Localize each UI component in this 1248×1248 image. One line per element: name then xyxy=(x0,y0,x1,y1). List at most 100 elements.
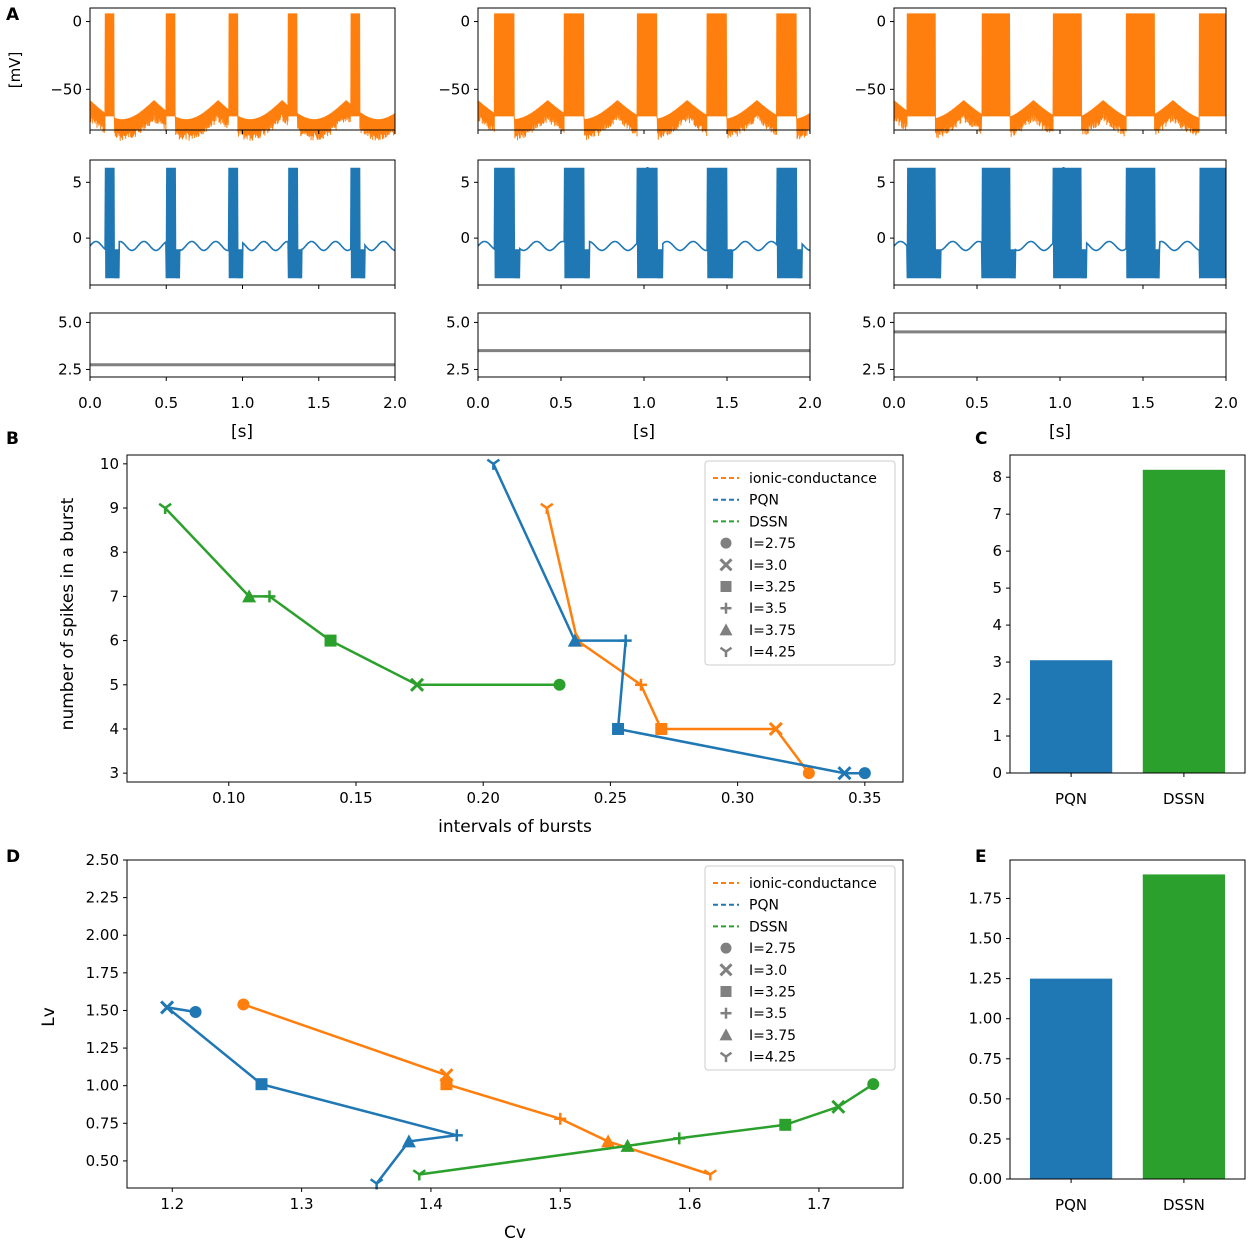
xtick-label: 0.5 xyxy=(549,394,573,412)
panel-e-ytick-label: 0.75 xyxy=(969,1050,1002,1068)
panel-b-series-line-blue xyxy=(492,463,865,775)
panel-d-ytick-label: 2.25 xyxy=(86,889,119,907)
panel-b-point-blue-plus xyxy=(619,634,632,647)
panel-b-legend-marker-tri_down xyxy=(719,646,733,658)
panel-letter-a: A xyxy=(6,5,20,25)
panel-b-legend-label: I=3.75 xyxy=(749,623,796,639)
ytick-label: 5.0 xyxy=(446,313,470,331)
xtick-label: 0.0 xyxy=(882,394,906,412)
panel-d-ytick-label: 1.25 xyxy=(86,1039,119,1057)
panel-e-bar-dssn xyxy=(1142,874,1226,1179)
model-trace-blue-1 xyxy=(89,167,395,279)
xtick-label: 1.0 xyxy=(231,394,255,412)
panel-d-legend-label: I=3.25 xyxy=(749,985,796,1001)
panel-d-ytick-label: 0.75 xyxy=(86,1114,119,1132)
ytick-label: 5 xyxy=(460,173,470,191)
panel-a-xlabel-col2: [s] xyxy=(633,422,655,442)
panel-d-ytick-label: 1.75 xyxy=(86,964,119,982)
panel-b-legend-marker-plus xyxy=(720,602,732,614)
panel-b-legend-label: I=4.25 xyxy=(749,645,796,661)
ytick-label: 0 xyxy=(876,13,886,31)
xtick-label: 2.0 xyxy=(798,394,822,412)
panel-d-point-green-tri_down xyxy=(412,1169,427,1181)
panel-b-xtick-label: 0.25 xyxy=(594,789,627,807)
panel-d-legend-box xyxy=(704,865,896,1071)
panel-b-ytick-label: 4 xyxy=(109,720,119,738)
panel-d-legend-label: I=3.75 xyxy=(749,1028,796,1044)
panel-c-ytick-label: 8 xyxy=(992,468,1002,486)
ytick-label: 2.5 xyxy=(862,360,886,378)
model-trace-blue-2 xyxy=(477,167,810,279)
panel-d-point-green-x xyxy=(831,1099,846,1114)
panel-b-ytick-label: 3 xyxy=(109,764,119,782)
panel-d-series-line-orange xyxy=(242,1003,711,1176)
ytick-label: 0 xyxy=(72,13,82,31)
panel-d-legend-marker-triangle xyxy=(719,1028,733,1041)
xtick-label: 0.0 xyxy=(466,394,490,412)
panel-b-xtick-label: 0.10 xyxy=(212,789,245,807)
panel-b-series-line-orange xyxy=(545,507,810,774)
panel-d-legend-marker-circle xyxy=(720,942,732,954)
panel-d-series-line-blue xyxy=(162,1005,458,1185)
panel-b-point-orange-x xyxy=(768,721,783,737)
model-trace-blue-3 xyxy=(893,167,1227,279)
panel-d-point-orange-tri_down xyxy=(703,1169,718,1181)
panel-b-legend-label: PQN xyxy=(749,493,779,509)
panel-b-point-green-plus xyxy=(263,590,276,603)
ytick-label: 0 xyxy=(876,229,886,247)
panel-e-ytick-label: 1.50 xyxy=(969,930,1002,948)
panel-d-point-green-triangle xyxy=(620,1138,635,1152)
panel-b-point-green-circle xyxy=(553,678,566,691)
voltage-trace-orange-3 xyxy=(893,13,1227,139)
panel-d-legend-label: PQN xyxy=(749,898,779,914)
panel-b-axes-frame xyxy=(126,454,904,783)
panel-b-ytick-label: 6 xyxy=(109,632,119,650)
panel-b-legend-marker-x xyxy=(719,558,733,572)
ytick-label: −50 xyxy=(50,80,82,98)
panel-a-current-frame-1 xyxy=(89,312,396,378)
panel-d-legend-label: ionic-conductance xyxy=(749,876,877,892)
xtick-label: 0.5 xyxy=(154,394,178,412)
panel-b-legend-label: I=3.5 xyxy=(749,601,787,617)
panel-d-ytick-label: 2.50 xyxy=(86,851,119,869)
panel-c-ytick-label: 1 xyxy=(992,727,1002,745)
panel-b-point-blue-triangle xyxy=(567,633,582,647)
panel-d-point-blue-triangle xyxy=(401,1134,416,1148)
panel-b-ytick-label: 10 xyxy=(100,455,119,473)
xtick-label: 2.0 xyxy=(1214,394,1238,412)
panel-b-legend-marker-circle xyxy=(720,537,732,549)
panel-d-legend-marker-square xyxy=(720,986,732,997)
ytick-label: 5 xyxy=(876,173,886,191)
xtick-label: 1.0 xyxy=(1048,394,1072,412)
panel-b-ytick-label: 9 xyxy=(109,499,119,517)
panel-b-xtick-label: 0.15 xyxy=(339,789,372,807)
xtick-label: 1.5 xyxy=(1131,394,1155,412)
panel-c-axes-frame xyxy=(1009,454,1246,774)
panel-e-bar-pqn xyxy=(1029,978,1113,1179)
xtick-label: 1.5 xyxy=(307,394,331,412)
panel-d-point-blue-circle xyxy=(189,1005,202,1018)
panel-b-point-orange-circle xyxy=(802,767,815,780)
panel-b-point-orange-tri_down xyxy=(540,502,554,515)
panel-e-ytick-label: 1.25 xyxy=(969,970,1002,988)
panel-b-point-green-triangle xyxy=(242,589,257,603)
panel-d-legend-marker-plus xyxy=(720,1007,732,1019)
panel-e-xtick-label: DSSN xyxy=(1163,1196,1205,1214)
panel-c-ytick-label: 2 xyxy=(992,690,1002,708)
panel-d-point-blue-x xyxy=(160,1000,175,1015)
panel-a-xlabel-col3: [s] xyxy=(1049,422,1071,442)
panel-d-point-blue-plus xyxy=(450,1129,463,1142)
panel-b-point-orange-square xyxy=(655,722,668,735)
panel-d-point-orange-triangle xyxy=(601,1134,616,1148)
ytick-label: 0 xyxy=(460,13,470,31)
panel-d-legend-marker-tri_down xyxy=(719,1051,733,1063)
ytick-label: 2.5 xyxy=(446,360,470,378)
panel-d-xtick-label: 1.5 xyxy=(548,1195,572,1213)
ytick-label: 5.0 xyxy=(862,313,886,331)
panel-c-ytick-label: 0 xyxy=(992,764,1002,782)
panel-c-xtick-label: PQN xyxy=(1055,790,1087,808)
panel-b-point-green-square xyxy=(324,634,337,647)
panel-d-xtick-label: 1.2 xyxy=(160,1195,184,1213)
panel-b-legend-label: ionic-conductance xyxy=(749,471,877,487)
panel-d-legend-marker-x xyxy=(719,963,733,977)
